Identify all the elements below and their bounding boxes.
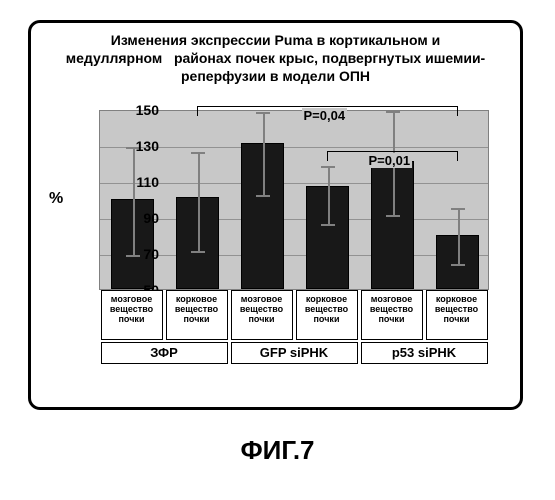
sig-bracket <box>327 151 457 152</box>
error-cap <box>191 251 205 253</box>
p-value-label: P=0,04 <box>302 108 348 123</box>
x-category-label: корковое вещество почки <box>426 290 488 340</box>
group-label: GFP siPHK <box>231 342 358 364</box>
y-tick-label: 70 <box>109 246 159 262</box>
x-category-label: корковое вещество почки <box>166 290 228 340</box>
chart-holder: % 507090110130150P=0,04P=0,01мозговое ве… <box>49 90 504 390</box>
error-cap <box>451 264 465 266</box>
y-tick-label: 150 <box>109 102 159 118</box>
plot-area <box>99 110 489 290</box>
x-category-label: мозговое вещество почки <box>361 290 423 340</box>
error-cap <box>256 112 270 114</box>
error-cap <box>321 224 335 226</box>
figure-caption: ФИГ.7 <box>0 435 555 466</box>
error-bar <box>328 166 330 224</box>
error-bar <box>263 112 265 195</box>
error-cap <box>321 166 335 168</box>
sig-bracket-tick <box>457 106 458 116</box>
error-cap <box>386 111 400 113</box>
error-bar <box>133 147 135 255</box>
p-value-label: P=0,01 <box>367 153 413 168</box>
y-tick-label: 110 <box>109 174 159 190</box>
y-tick-label: 130 <box>109 138 159 154</box>
x-category-label: корковое вещество почки <box>296 290 358 340</box>
chart-title: Изменения экспрессии Puma в кортикальном… <box>31 23 520 90</box>
error-cap <box>256 195 270 197</box>
sig-bracket <box>197 106 457 107</box>
sig-bracket-tick <box>457 151 458 161</box>
group-label: ЗФР <box>101 342 228 364</box>
y-tick-label: 90 <box>109 210 159 226</box>
chart-frame: Изменения экспрессии Puma в кортикальном… <box>28 20 523 410</box>
error-cap <box>386 215 400 217</box>
error-cap <box>451 208 465 210</box>
group-label: p53 siPHK <box>361 342 488 364</box>
error-bar <box>458 208 460 264</box>
sig-bracket-tick <box>327 151 328 161</box>
error-cap <box>191 152 205 154</box>
y-axis-label: % <box>49 190 63 208</box>
sig-bracket-tick <box>197 106 198 116</box>
x-category-label: мозговое вещество почки <box>231 290 293 340</box>
x-category-label: мозговое вещество почки <box>101 290 163 340</box>
error-bar <box>198 152 200 251</box>
